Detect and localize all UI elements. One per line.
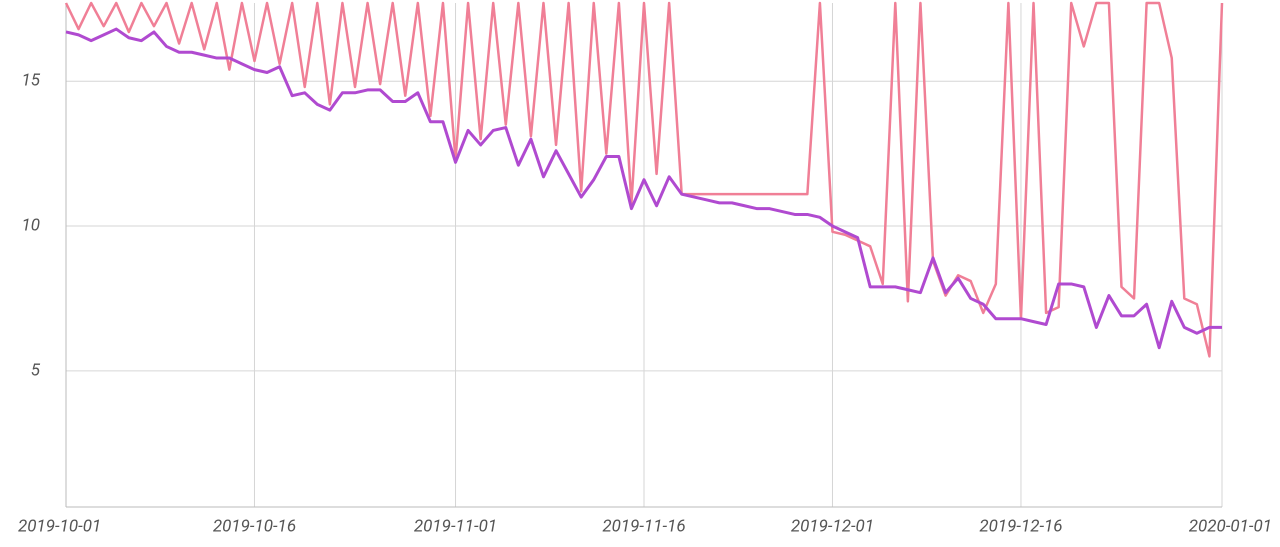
y-tick-label: 10 xyxy=(21,216,40,236)
series-line xyxy=(64,1,1224,358)
x-tick-label: 2019-10-01 xyxy=(18,516,101,536)
x-tick-label: 2019-10-16 xyxy=(213,516,296,536)
x-tick-label: 2019-11-01 xyxy=(414,516,497,536)
x-tick-label: 2019-11-16 xyxy=(602,516,685,536)
x-tick-label: 2019-12-16 xyxy=(979,516,1062,536)
x-tick-label: 2019-12-01 xyxy=(791,516,874,536)
series-line xyxy=(65,27,1222,350)
y-tick-label: 15 xyxy=(21,71,40,91)
x-tick-label: 2020-01-01 xyxy=(1189,516,1272,536)
y-tick-label: 5 xyxy=(31,360,41,380)
